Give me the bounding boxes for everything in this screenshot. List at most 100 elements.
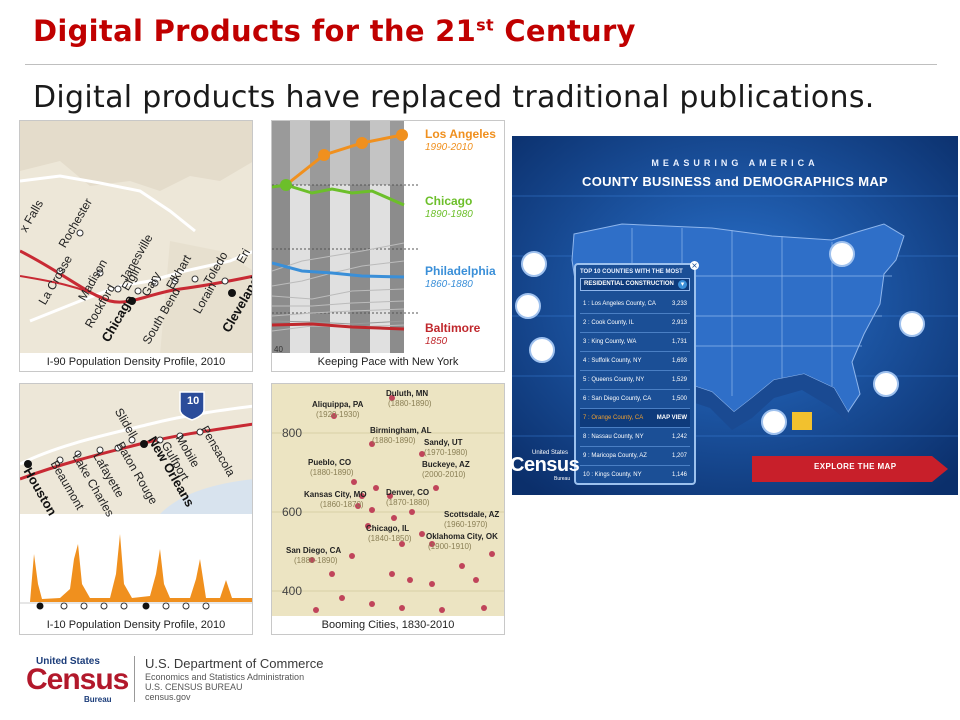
county-row[interactable]: 3 : King County, WA 1,731: [580, 333, 690, 352]
county-row[interactable]: 6 : San Diego County, CA 1,500: [580, 390, 690, 409]
booming-annotation-years: (1880-1890): [388, 399, 432, 408]
city-marker: [196, 428, 204, 436]
dropdown-chevron-icon: ▾: [678, 280, 687, 289]
data-point: [389, 571, 395, 577]
i10-map: 10 Houston Beaumont Lake Charles Lafayet…: [20, 384, 252, 616]
dept-line: census.gov: [145, 692, 191, 702]
pace-legend-years: 1990-2010: [425, 142, 473, 153]
slide-subtitle: Digital products have replaced tradition…: [33, 80, 875, 115]
county-row-label: 7 : Orange County, CA: [583, 415, 644, 421]
county-row-label: 5 : Queens County, NY: [583, 377, 645, 383]
county-row-value: 1,500: [671, 396, 687, 402]
map-category-icon: [529, 337, 555, 363]
city-marker: [76, 229, 84, 237]
cbd-logo-bureau: Bureau: [554, 476, 571, 482]
data-point: [409, 509, 415, 515]
data-point: [369, 441, 375, 447]
data-point: [473, 577, 479, 583]
cbd-map-panel: MEASURING AMERICA COUNTY BUSINESS and DE…: [512, 136, 958, 495]
map-category-icon: [873, 371, 899, 397]
booming-annotation-years: (1970-1980): [424, 448, 468, 457]
county-row[interactable]: 2 : Cook County, IL 2,913: [580, 314, 690, 333]
county-row-label: 6 : San Diego County, CA: [583, 396, 652, 402]
pace-legend-label: Chicago: [425, 194, 473, 208]
city-marker: [80, 602, 88, 610]
data-point: [339, 595, 345, 601]
map-category-icon: [899, 311, 925, 337]
map-category-icon: [515, 293, 541, 319]
city-marker: [151, 279, 159, 287]
county-row[interactable]: 8 : Nassau County, NY 1,242: [580, 428, 690, 447]
county-row[interactable]: 9 : Maricopa County, AZ 1,207: [580, 447, 690, 466]
data-point: [329, 571, 335, 577]
booming-annotation-years: (1920-1930): [316, 410, 360, 419]
booming-y-tick: 600: [282, 505, 303, 519]
title-divider: [25, 64, 937, 65]
explore-map-button[interactable]: EXPLORE THE MAP: [814, 462, 897, 471]
i90-caption: I-90 Population Density Profile, 2010: [20, 354, 252, 371]
county-row-value: 1,207: [671, 453, 687, 459]
popup-close-icon[interactable]: ×: [690, 261, 699, 270]
data-point: [391, 515, 397, 521]
city-marker: [228, 289, 236, 297]
city-marker: [142, 602, 150, 610]
pace-legend-years: 1890-1980: [425, 209, 473, 220]
dept-line: U.S. Department of Commerce: [145, 656, 324, 671]
booming-y-tick: 800: [282, 426, 303, 440]
keeping-pace-chart: 40 Los Angeles 1990-2010 Chicago 1890-19…: [272, 121, 504, 353]
pace-legend-years: 1850: [425, 336, 448, 347]
data-point: [331, 413, 337, 419]
pace-axis-tick: 40: [274, 345, 283, 353]
county-row-label: 1 : Los Angeles County, CA: [583, 301, 656, 307]
pace-legend-label: Los Angeles: [425, 127, 496, 141]
county-row-label: 2 : Cook County, IL: [583, 320, 634, 326]
data-point: [439, 607, 445, 613]
pace-legend-label: Baltimore: [425, 321, 481, 335]
city-marker: [191, 275, 199, 283]
county-row[interactable]: 5 : Queens County, NY 1,529: [580, 371, 690, 390]
map-category-icon: [521, 251, 547, 277]
map-view-link[interactable]: MAP VIEW: [656, 415, 687, 421]
data-point: [373, 485, 379, 491]
city-marker: [176, 432, 184, 440]
city-marker: [171, 277, 179, 285]
i10-profile-panel: 10 Houston Beaumont Lake Charles Lafayet…: [19, 383, 253, 635]
data-point: [369, 601, 375, 607]
i90-profile-panel: x Falls Rochester La Crosse Madison Jane…: [19, 120, 253, 372]
booming-cities-panel: 800 600 400 Duluth, MN (1880-1890) Aliqu…: [271, 383, 505, 635]
county-row[interactable]: 4 : Suffolk County, NY 1,693: [580, 352, 690, 371]
city-marker: [24, 460, 32, 468]
city-marker: [56, 456, 64, 464]
census-logo-bureau: Bureau: [84, 695, 112, 704]
data-point: [419, 451, 425, 457]
county-row[interactable]: 1 : Los Angeles County, CA 3,233: [580, 295, 690, 314]
dept-line: Economics and Statistics Administration: [145, 672, 305, 682]
city-marker: [221, 277, 229, 285]
booming-annotation-years: (1900-1910): [428, 542, 472, 551]
data-point: [349, 553, 355, 559]
map-category-icon: [761, 409, 787, 435]
county-row-value: 1,529: [671, 377, 687, 383]
county-row-value: 1,731: [671, 339, 687, 345]
dropdown-value: RESIDENTIAL CONSTRUCTION: [584, 281, 674, 287]
slide-title: Digital Products for the 21st Century: [33, 14, 636, 48]
data-point: [419, 531, 425, 537]
county-row-label: 9 : Maricopa County, AZ: [583, 453, 647, 459]
city-marker: [134, 287, 142, 295]
i10-map-graphic: [20, 384, 252, 616]
county-row-value: 1,693: [671, 358, 687, 364]
city-marker: [128, 297, 136, 305]
county-row-value: 3,233: [671, 301, 687, 307]
county-row-selected[interactable]: 7 : Orange County, CA MAP VIEW: [580, 409, 690, 428]
dept-line: U.S. CENSUS BUREAU: [145, 682, 243, 692]
city-marker: [96, 269, 104, 277]
category-dropdown[interactable]: RESIDENTIAL CONSTRUCTION ▾: [580, 278, 690, 291]
booming-annotation: Oklahoma City, OK: [426, 532, 498, 541]
booming-annotation: Duluth, MN: [386, 389, 429, 398]
data-point: [309, 557, 315, 563]
booming-annotation: Denver, CO: [386, 488, 430, 497]
city-marker: [56, 267, 64, 275]
cbd-heading-big: COUNTY BUSINESS and DEMOGRAPHICS MAP: [582, 174, 888, 189]
top10-popup: TOP 10 COUNTIES WITH THE MOST × RESIDENT…: [574, 261, 699, 485]
county-row[interactable]: 10 : Kings County, NY 1,146: [580, 466, 690, 484]
